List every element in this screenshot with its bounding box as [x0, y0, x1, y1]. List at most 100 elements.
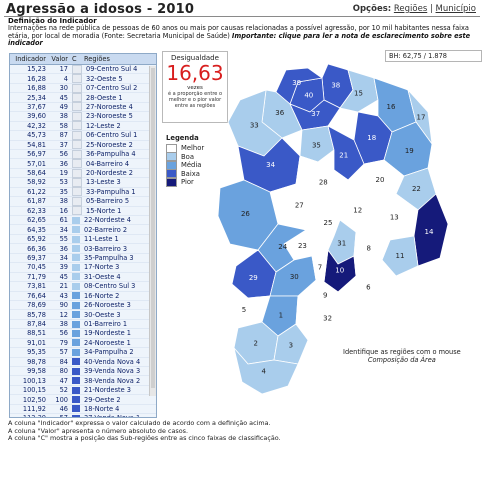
cell-regiao[interactable]: 05-Barreiro 5 [86, 197, 130, 206]
table-row[interactable]: 15,23 17 09-Centro Sul 4 [10, 64, 156, 75]
table-row[interactable]: 98,78 84 40-Venda Nova 4 [10, 358, 156, 367]
map-region-number: 15 [354, 90, 363, 98]
col-valor[interactable]: Valor [51, 55, 68, 63]
cell-regiao[interactable]: 09-Centro Sul 4 [86, 65, 138, 74]
map-region-3[interactable] [273, 323, 309, 365]
cell-regiao[interactable]: 37-Venda Nova 1 [84, 414, 156, 417]
cell-regiao[interactable]: 35-Pampulha 3 [84, 253, 134, 262]
table-row[interactable]: 113,3057 37-Venda Nova 1 [10, 414, 156, 417]
map-region-number: 31 [337, 240, 346, 248]
map-region-4[interactable] [233, 347, 299, 395]
cell-regiao[interactable]: 30-Oeste 3 [84, 310, 121, 319]
table-row[interactable]: 45,73 87 06-Centro Sul 1 [10, 130, 156, 141]
table-row[interactable]: 64,35 34 02-Barreiro 2 [10, 225, 156, 235]
cell-regiao[interactable]: 28-Oeste 1 [86, 93, 123, 102]
table-row[interactable]: 25,34 45 28-Oeste 1 [10, 93, 156, 103]
map-region-number: 39 [292, 79, 301, 87]
table-row[interactable]: 95,35 57 34-Pampulha 2 [10, 348, 156, 358]
cell-regiao[interactable]: 20-Nordeste 2 [86, 169, 133, 178]
cell-regiao[interactable]: 04-Barreiro 4 [86, 159, 130, 168]
table-row[interactable]: 37,67 49 27-Noroeste 4 [10, 102, 156, 113]
cell-regiao[interactable]: 27-Noroeste 4 [86, 102, 133, 111]
table-row[interactable]: 69,37 34 35-Pampulha 3 [10, 253, 156, 264]
table-row[interactable]: 88,51 56 19-Nordeste 1 [10, 329, 156, 339]
cell-regiao[interactable]: 34-Pampulha 2 [84, 348, 134, 357]
cell-regiao[interactable]: 11-Leste 1 [84, 235, 119, 244]
cell-regiao[interactable]: 13-Leste 3 [86, 178, 121, 187]
table-row[interactable]: 58,92 53 13-Leste 3 [10, 177, 156, 188]
cell-regiao[interactable]: 19-Nordeste 1 [84, 329, 131, 338]
table-scrollbar[interactable] [149, 66, 156, 396]
table-row[interactable]: 100,15 52 21-Nordeste 3 [10, 386, 156, 396]
cell-regiao[interactable]: 29-Oeste 2 [84, 395, 121, 404]
map-hint: Identifique as regiões com o mouse Compo… [343, 348, 461, 364]
cell-regiao[interactable]: 38-Venda Nova 2 [84, 376, 141, 385]
table-row[interactable]: 57,01 36 04-Barreiro 4 [10, 159, 156, 169]
cell-regiao[interactable]: 33-Pampulha 1 [86, 187, 136, 196]
cell-regiao[interactable]: 06-Centro Sul 1 [86, 131, 138, 140]
cell-regiao[interactable]: 08-Centro Sul 3 [84, 282, 136, 291]
col-regioes[interactable]: Regiões [84, 55, 110, 63]
table-row[interactable]: 111,92 46 18-Norte 4 [10, 404, 156, 415]
cell-regiao[interactable]: 07-Centro Sul 2 [86, 84, 138, 93]
table-row[interactable]: 62,33 16 15-Norte 1 [10, 206, 156, 216]
map-region-number: 4 [261, 368, 266, 376]
cell-indicador: 99,58 [27, 367, 46, 376]
cell-regiao[interactable]: 25-Noroeste 2 [86, 140, 133, 149]
cell-regiao[interactable]: 24-Noroeste 1 [84, 338, 131, 347]
table-row[interactable]: 42,32 58 12-Leste 2 [10, 121, 156, 132]
cell-regiao[interactable]: 02-Barreiro 2 [84, 225, 128, 234]
table-row[interactable]: 99,58 80 39-Venda Nova 3 [10, 367, 156, 377]
col-c[interactable]: C [72, 55, 77, 63]
map-region-32[interactable] [295, 295, 369, 347]
table-row[interactable]: 39,60 38 23-Noroeste 5 [10, 111, 156, 122]
cell-regiao[interactable]: 31-Oeste 4 [84, 272, 121, 281]
table-row[interactable]: 54,81 37 25-Noroeste 2 [10, 140, 156, 150]
table-row[interactable]: 66,36 36 03-Barreiro 3 [10, 244, 156, 254]
table-row[interactable]: 76,64 43 16-Norte 2 [10, 292, 156, 301]
cell-regiao[interactable]: 23-Noroeste 5 [86, 112, 133, 121]
cell-indicador: 62,65 [27, 216, 46, 225]
regioes-link[interactable]: Regiões [393, 4, 428, 14]
cell-regiao[interactable]: 17-Norte 3 [84, 263, 120, 272]
cell-regiao[interactable]: 15-Norte 1 [86, 206, 122, 215]
table-row[interactable]: 58,64 19 20-Nordeste 2 [10, 168, 156, 179]
table-row[interactable]: 62,65 61 22-Nordeste 4 [10, 216, 156, 226]
important-note-link[interactable]: Importante: clique para ler a nota de es… [8, 31, 471, 48]
cell-regiao[interactable]: 39-Venda Nova 3 [84, 367, 141, 376]
table-row[interactable]: 65,92 55 11-Leste 1 [10, 235, 156, 245]
table-row[interactable]: 16,28 4 32-Oeste 5 [10, 74, 156, 84]
table-row[interactable]: 87,84 38 01-Barreiro 1 [10, 320, 156, 330]
map-region-35[interactable] [299, 125, 335, 163]
table-row[interactable]: 16,88 30 07-Centro Sul 2 [10, 83, 156, 94]
table-row[interactable]: 61,87 38 05-Barreiro 5 [10, 196, 156, 207]
table-row[interactable]: 78,69 90 26-Noroeste 3 [10, 301, 156, 311]
municipio-link[interactable]: Município [435, 4, 476, 14]
cell-regiao[interactable]: 03-Barreiro 3 [84, 244, 128, 253]
cell-regiao[interactable]: 12-Leste 2 [86, 121, 121, 130]
map-hint-line2[interactable]: Composição da Área [367, 355, 436, 364]
scroll-thumb[interactable] [151, 68, 155, 388]
map-region-6[interactable] [337, 259, 397, 307]
table-row[interactable]: 85,78 12 30-Oeste 3 [10, 310, 156, 320]
table-row[interactable]: 70,45 39 17-Norte 3 [10, 263, 156, 273]
cell-regiao[interactable]: 21-Nordeste 3 [84, 386, 131, 395]
cell-regiao[interactable]: 01-Barreiro 1 [84, 320, 128, 329]
cell-regiao[interactable]: 18-Norte 4 [84, 404, 120, 413]
col-indicador[interactable]: Indicador [15, 55, 46, 63]
table-row[interactable]: 73,81 21 08-Centro Sul 3 [10, 282, 156, 292]
cell-regiao[interactable]: 22-Nordeste 4 [84, 216, 131, 225]
table-row[interactable]: 56,97 56 36-Pampulha 4 [10, 149, 156, 160]
table-row[interactable]: 61,22 35 33-Pampulha 1 [10, 187, 156, 198]
cell-regiao[interactable]: 36-Pampulha 4 [86, 150, 136, 159]
table-row[interactable]: 102,50 100 29-Oeste 2 [10, 395, 156, 405]
table-row[interactable]: 91,01 79 24-Noroeste 1 [10, 338, 156, 349]
cell-regiao[interactable]: 32-Oeste 5 [86, 74, 123, 83]
cell-indicador: 69,37 [27, 253, 46, 262]
cell-regiao[interactable]: 16-Norte 2 [84, 291, 120, 300]
table-row[interactable]: 100,13 47 38-Venda Nova 2 [10, 376, 156, 386]
cell-regiao[interactable]: 26-Noroeste 3 [84, 301, 131, 310]
cell-class-swatch [72, 282, 80, 290]
table-row[interactable]: 71,79 45 31-Oeste 4 [10, 272, 156, 283]
cell-regiao[interactable]: 40-Venda Nova 4 [84, 357, 141, 366]
